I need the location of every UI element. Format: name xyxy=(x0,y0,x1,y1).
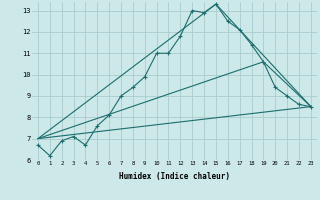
X-axis label: Humidex (Indice chaleur): Humidex (Indice chaleur) xyxy=(119,172,230,181)
